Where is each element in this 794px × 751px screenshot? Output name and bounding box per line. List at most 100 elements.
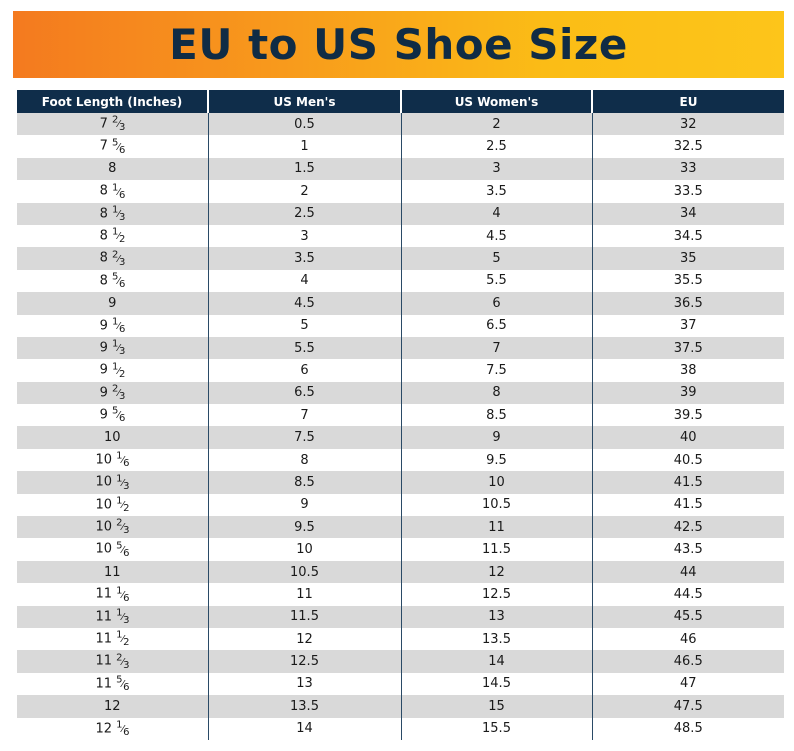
us-men-cell: 7.5 (207, 426, 401, 449)
foot-length-whole: 11 (95, 631, 112, 647)
foot-length-cell: 7 5⁄6 (17, 135, 208, 158)
fraction-denominator: 6 (119, 413, 125, 425)
eu-cell: 40 (591, 426, 784, 449)
us-men-cell: 10.5 (207, 560, 401, 584)
foot-length-whole: 9 (99, 340, 108, 356)
table-row: 8 1.5 3 33 (17, 157, 784, 181)
foot-length-cell: 9 2⁄3 (17, 381, 208, 405)
eu-cell: 44.5 (591, 583, 784, 606)
eu-cell: 47 (591, 672, 784, 696)
fraction-slash: ⁄ (117, 343, 120, 355)
eu-cell: 45.5 (591, 605, 784, 628)
us-men-cell: 10 (207, 538, 401, 561)
eu-cell: 36.5 (591, 292, 784, 315)
us-men-cell: 13.5 (207, 695, 401, 718)
foot-length-cell: 8 1⁄6 (17, 180, 208, 203)
table-row: 11 5⁄6 13 14.5 47 (17, 672, 784, 696)
foot-length-whole: 10 (95, 497, 112, 512)
fraction-numerator: 2 (112, 249, 118, 261)
fraction-slash: ⁄ (117, 388, 120, 400)
fraction-slash: ⁄ (117, 253, 120, 265)
fraction-denominator: 2 (123, 503, 130, 514)
us-women-cell: 8.5 (400, 404, 592, 427)
fraction-numerator: 2 (112, 383, 118, 395)
eu-cell: 42.5 (591, 516, 784, 539)
header-foot-length: Foot Length (Inches) (17, 90, 208, 113)
foot-length-cell: 11 1⁄2 (17, 627, 208, 651)
us-women-cell: 12.5 (400, 583, 592, 606)
table-row: 12 1⁄6 14 15.5 48.5 (17, 717, 784, 740)
us-women-cell: 2 (400, 113, 592, 136)
foot-length-cell: 9 1⁄6 (17, 314, 208, 337)
us-men-cell: 2.5 (207, 202, 401, 225)
foot-length-fraction: 2⁄3 (116, 518, 129, 536)
us-women-cell: 7 (400, 336, 592, 360)
fraction-slash: ⁄ (117, 141, 120, 153)
fraction-denominator: 3 (119, 391, 125, 403)
foot-length-fraction: 1⁄2 (112, 227, 125, 245)
table-row: 9 1⁄6 5 6.5 37 (17, 314, 784, 337)
foot-length-whole: 8 (99, 183, 108, 199)
foot-length-cell: 11 5⁄6 (17, 672, 208, 696)
foot-length-cell: 10 (17, 426, 208, 449)
fraction-slash: ⁄ (117, 276, 120, 288)
eu-cell: 38 (591, 359, 784, 382)
fraction-numerator: 1 (112, 361, 118, 373)
foot-length-fraction: 1⁄3 (116, 608, 129, 626)
us-women-cell: 9.5 (400, 448, 592, 472)
foot-length-cell: 11 (17, 560, 208, 584)
fraction-numerator: 1 (116, 719, 122, 731)
us-men-cell: 2 (207, 180, 401, 203)
fraction-slash: ⁄ (122, 656, 124, 668)
fraction-numerator: 5 (116, 540, 122, 552)
table-row: 10 2⁄3 9.5 11 42.5 (17, 516, 784, 539)
table-row: 9 5⁄6 7 8.5 39.5 (17, 404, 784, 427)
us-women-cell: 10 (400, 471, 592, 494)
table-row: 10 5⁄6 10 11.5 43.5 (17, 538, 784, 561)
fraction-slash: ⁄ (122, 477, 124, 489)
us-women-cell: 5 (400, 247, 592, 270)
foot-length-fraction: 5⁄6 (116, 540, 129, 558)
table-row: 11 10.5 12 44 (17, 560, 784, 584)
table-row: 8 1⁄2 3 4.5 34.5 (17, 224, 784, 248)
eu-cell: 47.5 (591, 695, 784, 718)
table-row: 11 1⁄6 11 12.5 44.5 (17, 583, 784, 606)
us-men-cell: 8.5 (207, 471, 401, 494)
us-men-cell: 13 (207, 672, 401, 696)
foot-length-fraction: 5⁄6 (112, 137, 125, 155)
fraction-numerator: 5 (112, 271, 118, 283)
fraction-denominator: 6 (119, 189, 125, 201)
table-row: 8 1⁄6 2 3.5 33.5 (17, 180, 784, 203)
fraction-slash: ⁄ (117, 410, 120, 422)
fraction-numerator: 1 (112, 316, 118, 328)
fraction-numerator: 1 (112, 182, 118, 194)
us-women-cell: 13.5 (400, 627, 592, 651)
eu-cell: 40.5 (591, 448, 784, 472)
fraction-numerator: 5 (112, 137, 118, 149)
fraction-slash: ⁄ (122, 611, 124, 623)
foot-length-fraction: 1⁄2 (112, 361, 125, 379)
header-eu: EU (591, 90, 784, 113)
fraction-denominator: 3 (119, 256, 125, 268)
us-women-cell: 12 (400, 560, 592, 584)
fraction-slash: ⁄ (122, 544, 124, 556)
us-women-cell: 5.5 (400, 269, 592, 293)
fraction-numerator: 1 (112, 226, 118, 238)
fraction-numerator: 1 (116, 585, 122, 597)
us-women-cell: 2.5 (400, 135, 592, 158)
us-men-cell: 5.5 (207, 336, 401, 360)
table-row: 7 2⁄3 0.5 2 32 (17, 113, 784, 136)
foot-length-fraction: 5⁄6 (112, 272, 125, 290)
us-women-cell: 3 (400, 157, 592, 181)
foot-length-whole: 8 (99, 205, 108, 221)
us-women-cell: 3.5 (400, 180, 592, 203)
table-row: 10 1⁄2 9 10.5 41.5 (17, 493, 784, 517)
eu-cell: 32 (591, 113, 784, 136)
foot-length-cell: 11 1⁄3 (17, 605, 208, 628)
foot-length-cell: 9 5⁄6 (17, 404, 208, 427)
fraction-slash: ⁄ (122, 679, 124, 691)
us-men-cell: 1 (207, 135, 401, 158)
fraction-numerator: 1 (116, 607, 122, 619)
header-us-men: US Men's (207, 90, 401, 113)
table-row: 9 1⁄2 6 7.5 38 (17, 359, 784, 382)
